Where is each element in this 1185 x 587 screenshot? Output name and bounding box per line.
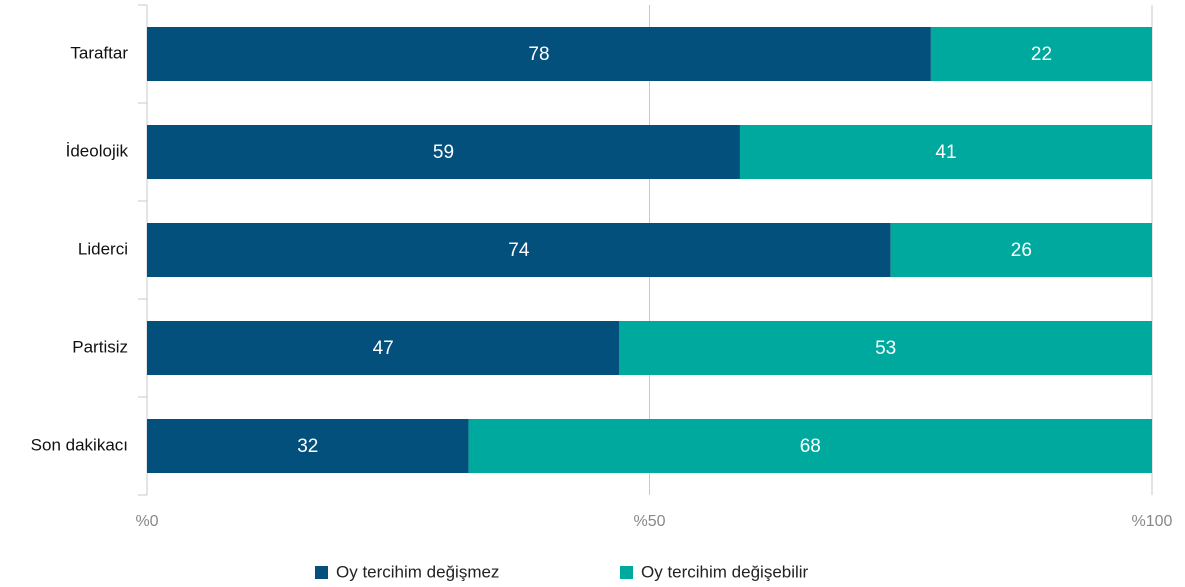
y-tick-label: Liderci <box>78 239 128 258</box>
bar-segment <box>147 223 891 277</box>
y-tick-label: Son dakikacı <box>31 435 128 454</box>
bar-segment <box>147 419 469 473</box>
bar-segment <box>147 125 740 179</box>
bar-segment <box>147 321 620 375</box>
bar-segment <box>147 27 931 81</box>
legend-swatch <box>620 566 633 579</box>
y-tick-label: Taraftar <box>70 43 128 62</box>
data-label: 22 <box>1031 44 1052 65</box>
data-label: 59 <box>433 142 454 163</box>
legend-label: Oy tercihim değişebilir <box>641 562 809 581</box>
x-tick-label: %0 <box>135 513 158 530</box>
y-tick-label: İdeolojik <box>66 141 129 160</box>
x-tick-label: %100 <box>1132 513 1173 530</box>
legend-label: Oy tercihim değişmez <box>336 562 499 581</box>
bar-segment <box>468 419 1153 473</box>
x-tick-label: %50 <box>633 513 665 530</box>
data-label: 74 <box>508 240 530 261</box>
bar-segment <box>930 27 1152 81</box>
data-label: 26 <box>1011 240 1032 261</box>
bar-segment <box>619 321 1152 375</box>
data-label: 47 <box>373 338 394 359</box>
data-label: 32 <box>297 436 318 457</box>
bar-segment <box>890 223 1152 277</box>
legend-swatch <box>315 566 328 579</box>
y-tick-label: Partisiz <box>72 337 128 356</box>
data-label: 41 <box>935 142 956 163</box>
data-label: 68 <box>800 436 821 457</box>
data-label: 53 <box>875 338 896 359</box>
data-label: 78 <box>528 44 549 65</box>
bar-segment <box>739 125 1152 179</box>
